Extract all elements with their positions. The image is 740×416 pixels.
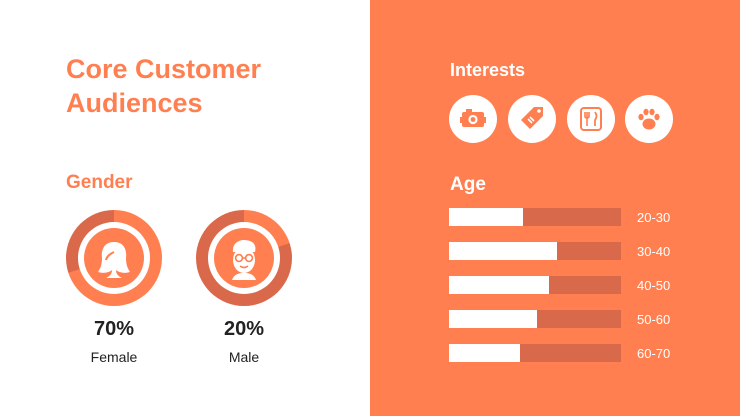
- male-label: Male: [228, 349, 260, 365]
- age-bar-track: [449, 208, 621, 226]
- female-percent: 70%: [93, 318, 135, 340]
- age-bar-label: 30-40: [637, 244, 671, 259]
- age-bar-track: [449, 344, 621, 362]
- price-tag-icon: [521, 107, 543, 129]
- age-bar-fill: [449, 310, 537, 328]
- interest-pets: [625, 95, 673, 143]
- age-bar-track: [449, 276, 621, 294]
- interest-food: [567, 95, 615, 143]
- male-face-icon: [232, 240, 256, 280]
- paw-icon: [638, 108, 660, 130]
- gender-heading: Gender: [66, 172, 133, 193]
- utensils-icon: [580, 107, 602, 131]
- age-heading: Age: [450, 174, 486, 195]
- male-face-circle: [214, 228, 274, 288]
- interest-camera: [449, 95, 497, 143]
- camera-icon: [460, 109, 486, 127]
- left-panel: Core Customer Audiences Gender 70% Femal…: [66, 54, 292, 365]
- age-bar-label: 20-30: [637, 210, 671, 225]
- male-donut: [196, 210, 292, 306]
- age-bar-fill: [449, 276, 549, 294]
- interest-shopping: [508, 95, 556, 143]
- female-donut: [66, 210, 162, 306]
- female-face-icon: [98, 242, 130, 278]
- right-panel: Interests: [370, 0, 740, 416]
- age-bar-fill: [449, 208, 523, 226]
- age-bar-fill: [449, 242, 558, 260]
- age-bar-label: 60-70: [637, 346, 671, 361]
- age-bar-track: [449, 242, 621, 260]
- female-label: Female: [90, 349, 138, 365]
- male-percent: 20%: [223, 318, 265, 340]
- page-title: Core Customer Audiences: [66, 54, 262, 118]
- age-bar-track: [449, 310, 621, 328]
- age-bar-label: 40-50: [637, 278, 671, 293]
- age-bar-label: 50-60: [637, 312, 671, 327]
- age-bar-fill: [449, 344, 520, 362]
- female-face-circle: [84, 228, 144, 288]
- interests-heading: Interests: [450, 60, 526, 80]
